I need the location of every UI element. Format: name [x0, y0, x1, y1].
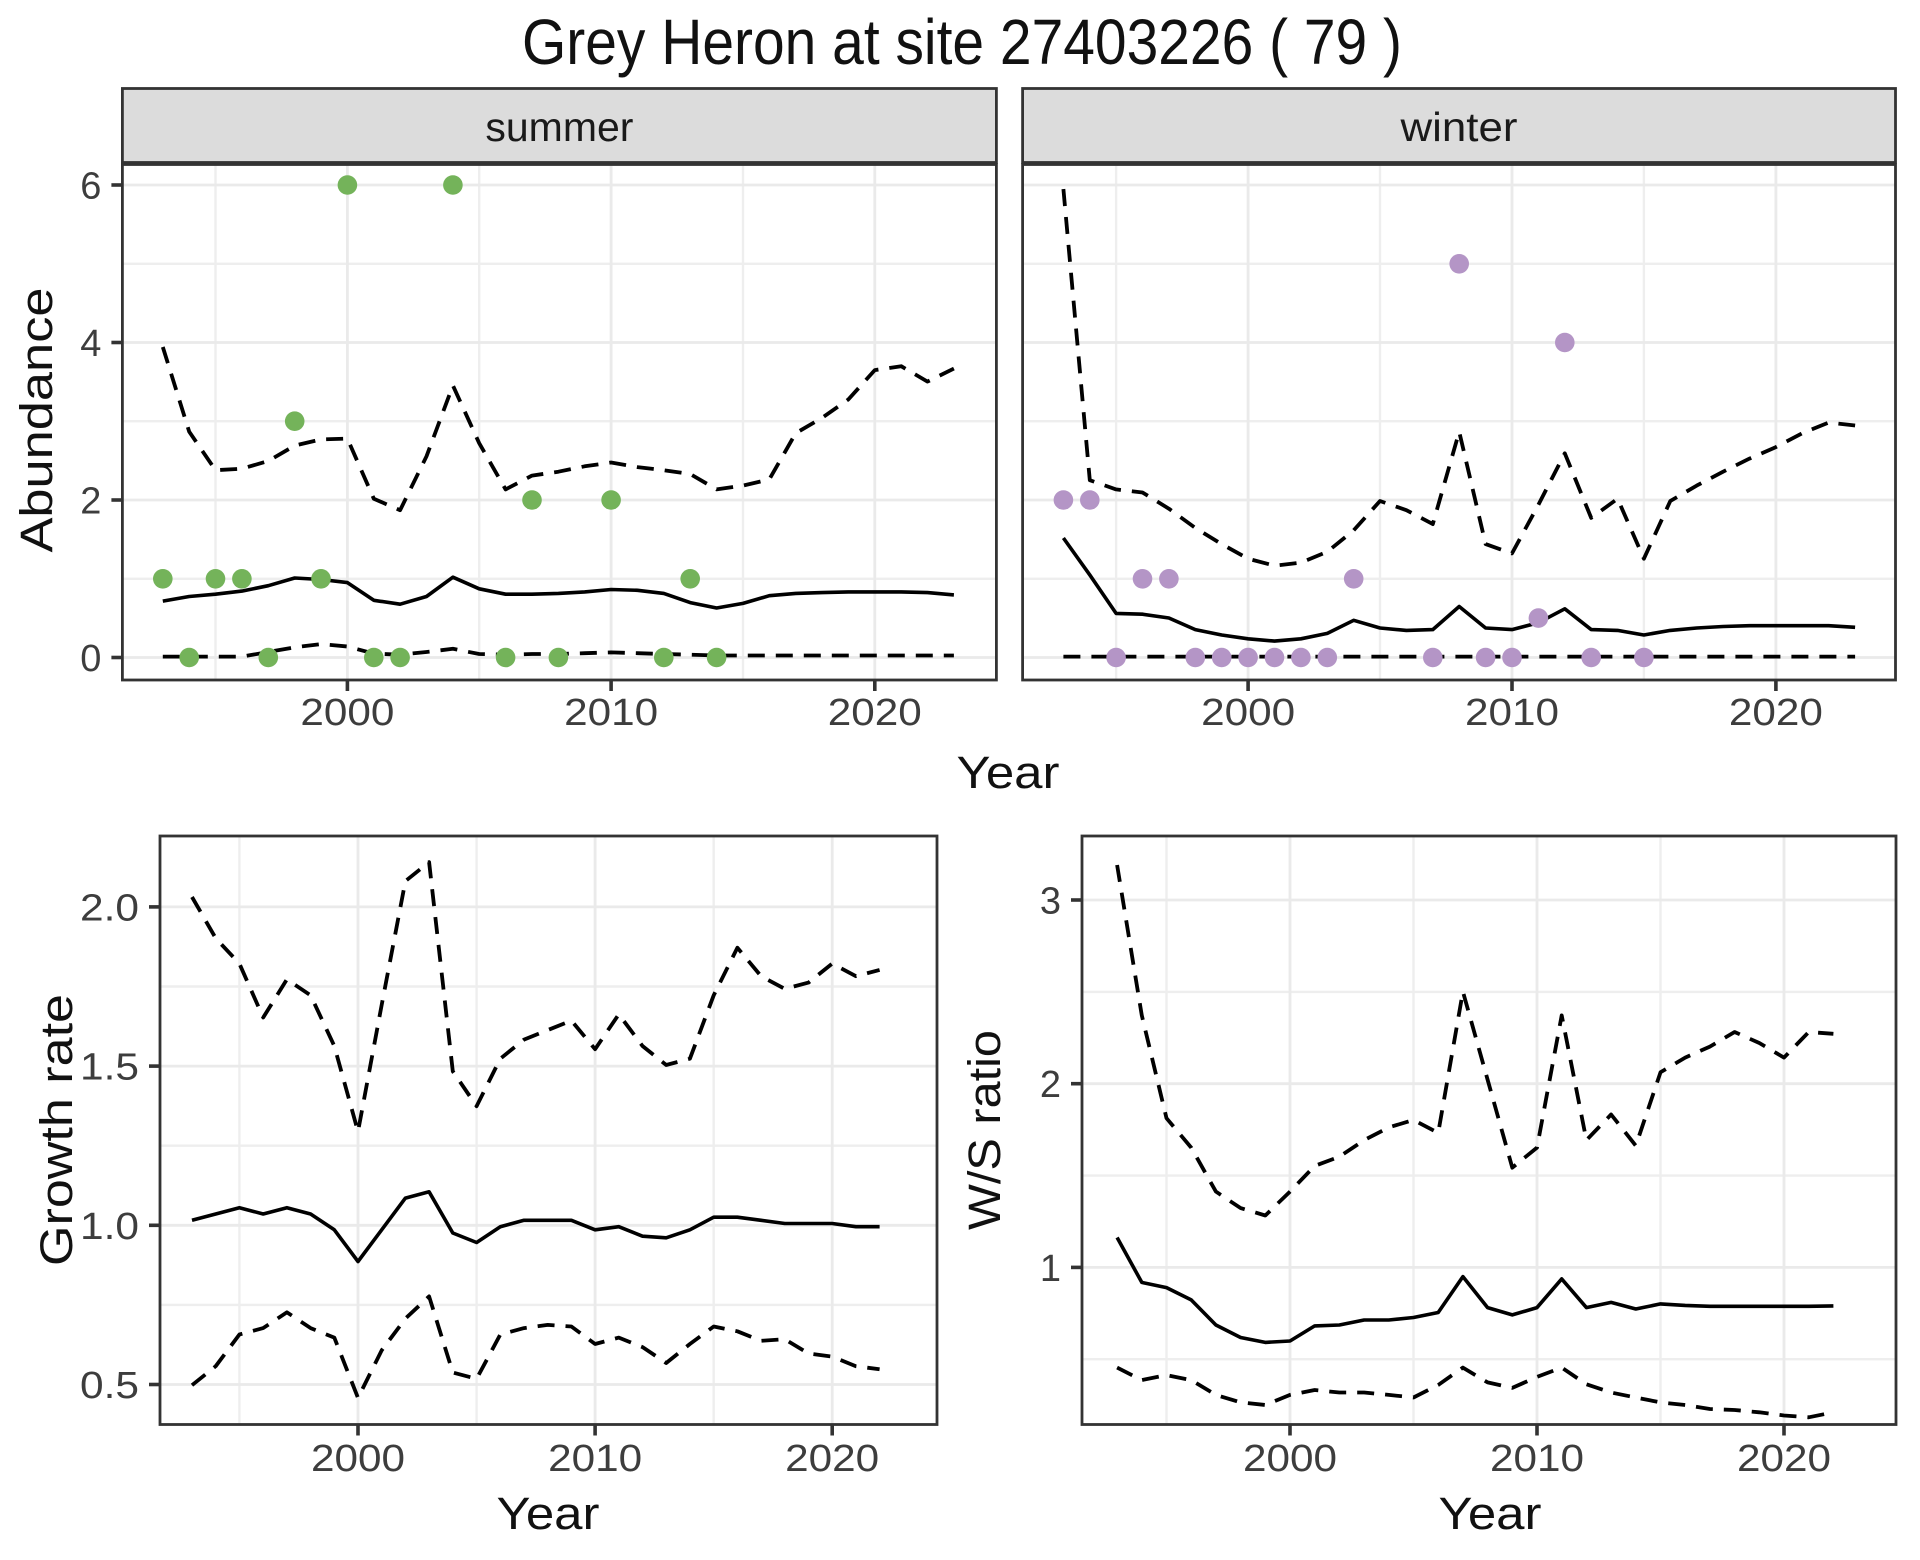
svg-text:2010: 2010: [548, 1438, 642, 1480]
svg-text:2: 2: [1040, 1064, 1061, 1106]
svg-text:Grey Heron at site 27403226 (: Grey Heron at site 27403226 ( 79 ): [522, 6, 1402, 78]
svg-text:1: 1: [1040, 1248, 1061, 1290]
svg-text:4: 4: [80, 323, 101, 365]
svg-text:Year: Year: [1439, 1488, 1542, 1539]
svg-text:2010: 2010: [1465, 692, 1559, 734]
svg-text:3: 3: [1040, 881, 1061, 923]
svg-text:2000: 2000: [1243, 1438, 1337, 1480]
svg-text:0: 0: [80, 638, 101, 680]
svg-text:2010: 2010: [564, 692, 658, 734]
svg-text:2000: 2000: [1201, 692, 1295, 734]
svg-text:Year: Year: [497, 1488, 600, 1539]
svg-text:W/S ratio: W/S ratio: [959, 1030, 1010, 1230]
svg-text:1.0: 1.0: [80, 1206, 139, 1248]
svg-text:winter: winter: [1399, 104, 1517, 150]
svg-text:1.5: 1.5: [80, 1047, 139, 1089]
svg-text:2: 2: [80, 481, 101, 523]
svg-text:Growth rate: Growth rate: [31, 994, 82, 1266]
svg-text:0.5: 0.5: [80, 1365, 139, 1407]
svg-text:Abundance: Abundance: [11, 288, 62, 553]
svg-text:Year: Year: [957, 747, 1060, 798]
svg-text:2020: 2020: [785, 1438, 879, 1480]
svg-text:2.0: 2.0: [80, 887, 139, 929]
svg-text:2020: 2020: [1737, 1438, 1831, 1480]
svg-text:summer: summer: [485, 104, 633, 150]
svg-text:2010: 2010: [1490, 1438, 1584, 1480]
svg-text:2020: 2020: [1729, 692, 1823, 734]
svg-text:2000: 2000: [311, 1438, 405, 1480]
svg-text:2020: 2020: [828, 692, 922, 734]
svg-text:2000: 2000: [300, 692, 394, 734]
svg-text:6: 6: [80, 166, 101, 208]
